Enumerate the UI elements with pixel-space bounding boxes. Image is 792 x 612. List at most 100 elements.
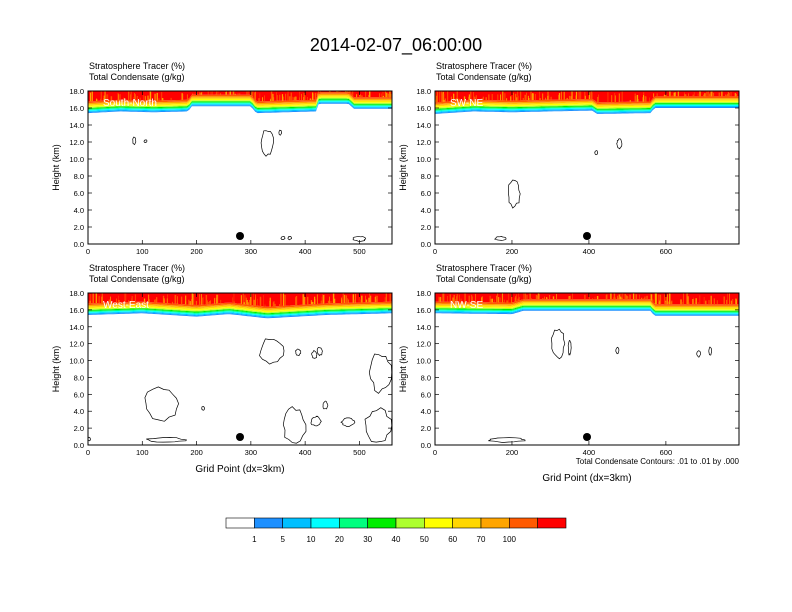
colorbar-label: 60 <box>448 535 457 544</box>
x-axis-label: Grid Point (dx=3km) <box>542 473 631 484</box>
x-tick-label: 400 <box>299 448 312 457</box>
condensate-contour <box>708 346 712 356</box>
y-tick-label: 4.0 <box>421 206 431 215</box>
x-tick-label: 100 <box>136 448 149 457</box>
condensate-contour <box>594 150 599 156</box>
y-tick-label: 16.0 <box>69 306 84 315</box>
colorbar-label: 40 <box>392 535 401 544</box>
condensate-contour <box>282 406 307 444</box>
x-axis: 0 200 400 600 <box>433 293 672 457</box>
panel-subtitle-tracer: Stratosphere Tracer (%) <box>436 61 532 71</box>
plot-frame <box>87 90 393 245</box>
y-tick-label: 2.0 <box>74 424 84 433</box>
y-tick-label: 2.0 <box>74 223 84 232</box>
colorbar-label: 1 <box>252 535 257 544</box>
x-tick-label: 500 <box>353 247 366 256</box>
y-tick-label: 10.0 <box>69 155 84 164</box>
tracer-band-9 <box>88 93 392 105</box>
condensate-contour <box>508 179 521 209</box>
x-tick-label: 400 <box>583 247 596 256</box>
figure-title: 2014-02-07_06:00:00 <box>310 35 482 56</box>
y-tick-label: 6.0 <box>421 189 431 198</box>
condensate-contour <box>259 338 285 365</box>
plot-background <box>88 91 392 244</box>
x-tick-label: 600 <box>660 247 673 256</box>
colorbar-label: 30 <box>363 535 372 544</box>
tracer-band-1 <box>435 107 739 114</box>
tracer-band-7 <box>88 305 392 313</box>
y-tick-label: 16.0 <box>416 306 431 315</box>
tracer-band-4 <box>435 103 739 111</box>
colorbar-swatch <box>509 517 538 529</box>
tracer-band-2 <box>88 101 392 113</box>
y-tick-label: 0.0 <box>421 441 431 450</box>
condensate-contour <box>144 386 179 422</box>
x-tick-label: 400 <box>299 247 312 256</box>
tracer-band-7 <box>435 100 739 108</box>
colorbar-swatch <box>537 517 567 529</box>
condensate-contour <box>340 417 356 427</box>
tracer-band-1 <box>88 102 392 114</box>
tracer-streaks <box>435 91 738 103</box>
tracer-band-8 <box>88 304 392 311</box>
tracer-band-10 <box>435 299 739 306</box>
condensate-contours <box>494 138 623 241</box>
y-tick-label: 16.0 <box>416 104 431 113</box>
tracer-band-8 <box>435 99 739 107</box>
tracer-band-5 <box>435 305 739 312</box>
y-tick-label: 2.0 <box>421 424 431 433</box>
x-tick-label: 200 <box>506 448 519 457</box>
tracer-band-7 <box>88 96 392 107</box>
contour-note: Total Condensate Contours: .01 to .01 by… <box>576 457 740 466</box>
plot-area <box>435 293 739 445</box>
y-tick-label: 0.0 <box>421 240 431 249</box>
tracer-band-4 <box>435 306 739 313</box>
y-tick-label: 16.0 <box>69 104 84 113</box>
condensate-contour <box>146 437 187 443</box>
tracer-band-1 <box>435 309 739 316</box>
site-marker <box>236 433 244 441</box>
colorbar-label: 70 <box>477 535 486 544</box>
panel-sw-ne: 0.0 2.0 4.0 6.0 8.0 10.0 12.0 14.0 16.0 18.0 0 200 4… <box>398 61 740 256</box>
plot-area <box>88 91 392 244</box>
plot-frame <box>87 292 393 446</box>
panel-west-east: 0.0 2.0 4.0 6.0 8.0 10.0 12.0 14.0 16.0 18.0 0 100 2… <box>51 263 393 475</box>
tracer-band-10 <box>435 96 739 104</box>
x-tick-label: 0 <box>433 448 437 457</box>
x-tick-label: 500 <box>353 448 366 457</box>
y-tick-label: 12.0 <box>69 138 84 147</box>
condensate-contour <box>352 235 367 242</box>
y-axis: 0.0 2.0 4.0 6.0 8.0 10.0 12.0 14.0 16.0 18.0 <box>416 87 739 249</box>
x-axis-label: Grid Point (dx=3km) <box>195 464 284 475</box>
panel-direction-label: South-North <box>103 98 157 109</box>
panel-direction-label: West-East <box>103 300 149 311</box>
x-axis: 0 100 200 300 400 500 <box>86 293 366 457</box>
tracer-band-2 <box>435 106 739 113</box>
y-tick-label: 14.0 <box>69 121 84 130</box>
colorbar-swatch <box>339 517 368 529</box>
tracer-band-3 <box>435 104 739 112</box>
colorbar-swatch <box>282 517 312 529</box>
tracer-band-3 <box>88 310 392 317</box>
panel-subtitle-condensate: Total Condensate (g/kg) <box>89 72 185 82</box>
panel-subtitle-tracer: Stratosphere Tracer (%) <box>436 263 532 273</box>
condensate-contour <box>316 347 323 357</box>
condensate-contour <box>143 139 148 143</box>
x-tick-label: 0 <box>86 448 90 457</box>
condensate-contour <box>132 136 137 146</box>
y-tick-label: 8.0 <box>421 373 431 382</box>
colorbar-label: 10 <box>307 535 316 544</box>
panel-direction-label: SW-NE <box>450 98 483 109</box>
y-tick-label: 14.0 <box>416 121 431 130</box>
colorbar-swatch <box>480 517 510 529</box>
condensate-contour <box>322 400 329 410</box>
x-tick-label: 0 <box>433 247 437 256</box>
condensate-contour <box>551 328 566 360</box>
tracer-band-9 <box>435 98 739 106</box>
panel-subtitle-condensate: Total Condensate (g/kg) <box>436 72 532 82</box>
y-tick-label: 18.0 <box>69 87 84 96</box>
condensate-contour <box>696 350 701 358</box>
y-axis-label: Height (km) <box>398 144 408 191</box>
plot-frame <box>434 292 740 446</box>
